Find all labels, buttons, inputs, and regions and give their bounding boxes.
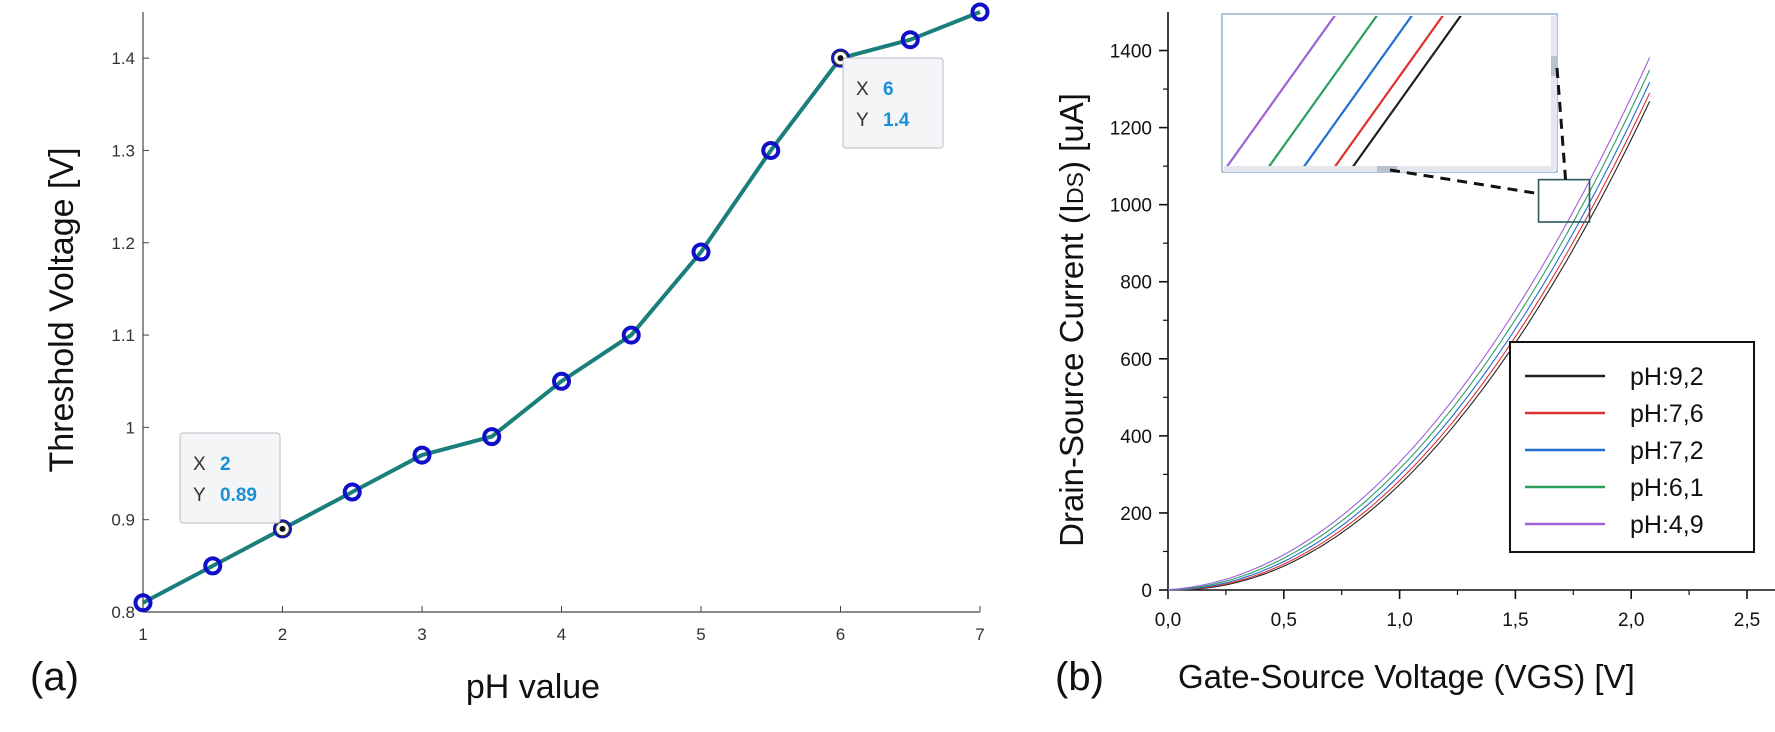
- panel-b-legend-label-0: pH:9,2: [1630, 363, 1704, 391]
- panel-b-series-line-1: [1167, 92, 1651, 591]
- panel-b-inset-line-0: [1351, 16, 1462, 169]
- panel-b-inset-line-4: [1225, 16, 1336, 169]
- panel-a-data-point: [482, 427, 502, 447]
- panel-a-datatips: X 2Y 0.89X 6Y 1.4: [179, 50, 944, 537]
- panel-a-data-point: [203, 556, 223, 576]
- panel-a-ytick-label: 1.3: [111, 141, 135, 160]
- panel-a-datatip-dot: [279, 525, 286, 532]
- panel-a-data-point: [621, 325, 641, 345]
- panel-b-ytick-label: 1200: [1110, 119, 1152, 140]
- panel-b-xlabel-sub: VGS: [1505, 658, 1575, 695]
- panel-a-ytick-label: 0.8: [111, 603, 135, 622]
- panel-b-xtick-label: 2,5: [1734, 610, 1760, 631]
- panel-b-inset-line-3: [1267, 16, 1378, 169]
- panel-a-xtick-label: 4: [557, 625, 566, 644]
- panel-b-ytick-label: 1400: [1110, 42, 1152, 63]
- panel-b-legend-label-1: pH:7,6: [1630, 400, 1704, 428]
- panel-b-xlabel-main: Gate-Source Voltage (: [1178, 658, 1505, 695]
- panel-a-data-point: [900, 30, 920, 50]
- panel-b-xtick-label: 1,0: [1386, 610, 1412, 631]
- panel-a-datatip-x-key: X: [193, 454, 206, 475]
- panel-b-inset-line-2: [1302, 16, 1413, 169]
- panel-b-inset-line-1: [1333, 16, 1444, 169]
- panel-b-ylabel-sub: DS: [1062, 172, 1088, 204]
- panel-b-ytick-label: 1000: [1110, 196, 1152, 217]
- panel-a-datatip-y-key: Y: [193, 485, 206, 506]
- panel-b-ytick-label: 400: [1120, 427, 1152, 448]
- panel-b-ylabel-end: ) [uA]: [1053, 93, 1090, 172]
- panel-b-ylabel: Drain-Source Current (IDS) [uA]: [1053, 93, 1090, 547]
- panel-b-inset-scroll-thumb-h[interactable]: [1377, 166, 1397, 172]
- panel-b-inset-frame: [1221, 13, 1558, 173]
- panel-a-datatip-box: [842, 57, 944, 149]
- panel-a-xtick-label: 6: [836, 625, 845, 644]
- panel-b-yticks: 0 200 400 600 800 1000 1200 1400: [1110, 42, 1168, 602]
- panel-b-ytick-label: 600: [1120, 350, 1152, 371]
- panel-a-data-point: [970, 2, 990, 22]
- panel-b-xlabel-end: ) [V]: [1574, 658, 1635, 695]
- panel-b-zoom-box: [1537, 178, 1591, 223]
- panel-a-data-point: [691, 242, 711, 262]
- panel-a-data-point: [552, 371, 571, 391]
- panel-b-inset: [1221, 13, 1558, 173]
- panel-a-ytick-label: 0.9: [111, 511, 135, 530]
- panel-a-ytick-label: 1.4: [111, 49, 135, 68]
- panel-a-xtick-label: 1: [138, 625, 147, 644]
- panel-a-datatip-dot: [837, 55, 844, 62]
- panel-a-xticks: 1 2 3 4 5 6 7: [138, 606, 985, 644]
- panel-a-xtick-label: 3: [417, 625, 426, 644]
- panel-a-xlabel: pH value: [466, 668, 600, 706]
- panel-a-datatip-box: [179, 432, 281, 524]
- panel-b-series: [1167, 57, 1651, 591]
- panel-a-ytick-label: 1.1: [111, 326, 135, 345]
- panel-b-inset-scroll-thumb-v[interactable]: [1551, 56, 1557, 76]
- panel-a-datatip-y-value: 0.89: [220, 485, 257, 506]
- panel-a-data-point: [412, 445, 432, 465]
- panel-a-xtick-label: 5: [696, 625, 705, 644]
- panel-b-xtick-label: 0,5: [1271, 610, 1297, 631]
- panel-a-yticks: 0.8 0.9 1 1.1 1.2 1.3 1.4: [111, 49, 149, 622]
- panel-a-data-point: [761, 140, 781, 160]
- panel-b-legend-label-3: pH:6,1: [1630, 474, 1704, 502]
- panel-a-data-point: [342, 482, 362, 502]
- panel-b-xtick-label: 0,0: [1155, 610, 1181, 631]
- panel-b-label: (b): [1055, 655, 1104, 699]
- panel-b-series-line-2: [1167, 81, 1651, 591]
- panel-b-series-line-0: [1167, 100, 1651, 591]
- panel-a-xtick-label: 2: [278, 625, 287, 644]
- panel-a-datatip-y-value: 1.4: [883, 110, 910, 131]
- panel-b-inset-scrollbar-v[interactable]: [1551, 16, 1557, 170]
- panel-b-legend-label-2: pH:7,2: [1630, 437, 1704, 465]
- panel-b-series-line-4: [1167, 57, 1651, 591]
- panel-a-ytick-label: 1: [126, 418, 135, 437]
- panel-b-inset-lines: [1225, 16, 1462, 169]
- panel-a-ylabel: Threshold Voltage [V]: [43, 147, 81, 472]
- panel-b-xlabel: Gate-Source Voltage (VGS) [V]: [1178, 658, 1635, 695]
- panel-b-xtick-label: 1,5: [1502, 610, 1528, 631]
- panel-b-ytick-label: 800: [1120, 273, 1152, 294]
- panel-a-datatip-x-value: 2: [220, 454, 231, 475]
- panel-b-series-line-3: [1167, 69, 1651, 591]
- panel-b-xticks: 0,0 0,5 1,0 1,5 2,0 2,5: [1155, 590, 1760, 631]
- panel-b-legend: pH:9,2 pH:7,6 pH:7,2 pH:6,1 pH:4,9: [1509, 341, 1755, 553]
- panel-a-datatip-x-key: X: [856, 79, 869, 100]
- panel-a-datatip-x-value: 6: [883, 79, 894, 100]
- panel-a-ytick-label: 1.2: [111, 234, 135, 253]
- panel-b-ylabel-main: Drain-Source Current (I: [1053, 204, 1090, 547]
- panel-b: 0 200 400 600 800 1000 1200 1400 0,0 0,5 1,0 1,5 2,…: [1053, 12, 1775, 699]
- panel-a-data-point: [133, 593, 153, 613]
- panel-b-ytick-label: 200: [1120, 504, 1152, 525]
- panel-a-label: (a): [30, 655, 79, 699]
- panel-a-datatip-y-key: Y: [856, 110, 869, 131]
- panel-a-xtick-label: 7: [975, 625, 984, 644]
- panel-b-legend-label-4: pH:4,9: [1630, 511, 1704, 539]
- panel-b-ytick-label: 0: [1141, 581, 1152, 602]
- panel-b-zoom-connector-1: [1389, 168, 1539, 196]
- panel-b-xtick-label: 2,0: [1618, 610, 1644, 631]
- panel-b-zoom-connector-2: [1555, 67, 1568, 180]
